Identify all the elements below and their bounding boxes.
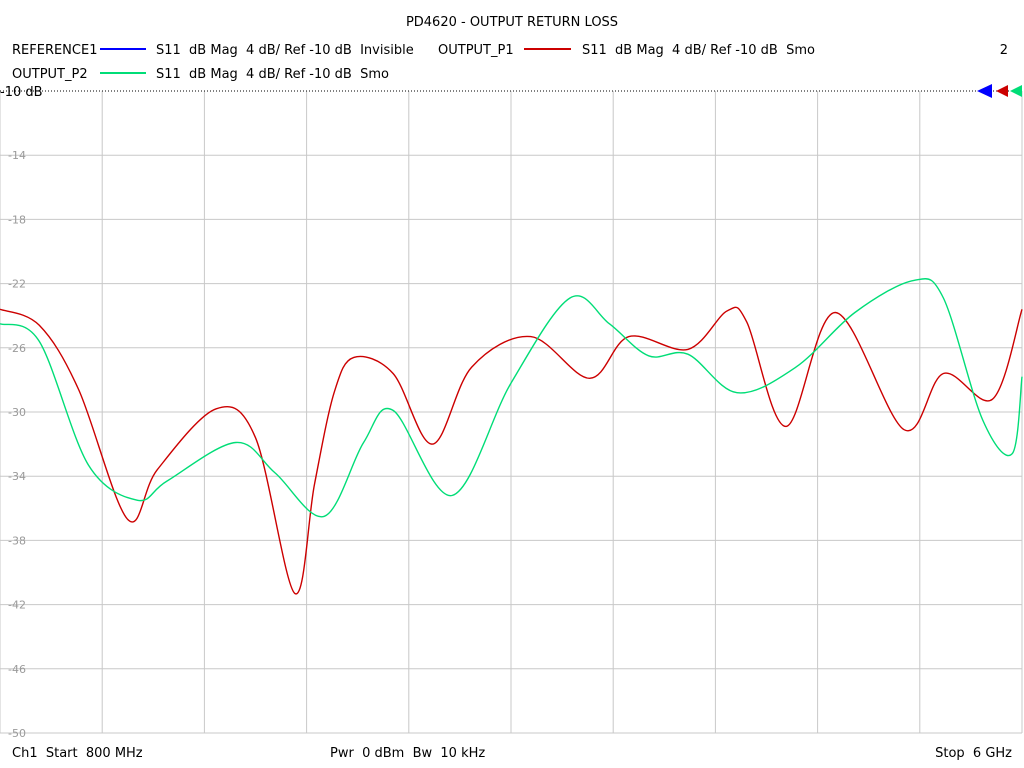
reference-level-label: -10 dB <box>0 85 43 100</box>
start-frequency-label: Ch1 Start 800 MHz <box>12 746 143 761</box>
traces <box>0 278 1023 595</box>
y-tick-label: -50 <box>8 727 26 740</box>
reference-marker-output-p2 <box>1010 85 1022 97</box>
legend-name-reference1: REFERENCE1 <box>12 43 97 58</box>
trace-output-p2 <box>0 278 1023 518</box>
trace-output-p1 <box>0 306 1023 595</box>
plot-grid <box>0 91 1023 734</box>
y-tick-label: -14 <box>8 149 26 162</box>
y-tick-label: -18 <box>8 213 26 226</box>
legend-desc-output-p2: S11 dB Mag 4 dB/ Ref -10 dB Smo <box>156 67 389 82</box>
y-tick-label: -46 <box>8 663 26 676</box>
window-number: 2 <box>1000 43 1008 58</box>
stop-frequency-label: Stop 6 GHz <box>935 746 1012 761</box>
y-tick-label: -38 <box>8 534 26 547</box>
chart-title: PD4620 - OUTPUT RETURN LOSS <box>406 15 618 30</box>
y-tick-label: -34 <box>8 470 26 483</box>
reference-marker-reference1 <box>977 84 992 98</box>
legend-name-output-p1: OUTPUT_P1 <box>438 43 514 58</box>
legend-desc-output-p1: S11 dB Mag 4 dB/ Ref -10 dB Smo <box>582 43 815 58</box>
y-tick-label: -30 <box>8 406 26 419</box>
y-tick-label: -22 <box>8 278 26 291</box>
power-bandwidth-label: Pwr 0 dBm Bw 10 kHz <box>330 746 485 761</box>
reference-marker-output-p1 <box>996 85 1008 97</box>
y-tick-label: -26 <box>8 342 26 355</box>
y-tick-label: -42 <box>8 599 26 612</box>
y-tick-labels: -14 -18 -22 -26 -30 -34 -38 -42 -46 -50 <box>8 149 26 740</box>
legend-name-output-p2: OUTPUT_P2 <box>12 67 88 82</box>
legend-desc-reference1: S11 dB Mag 4 dB/ Ref -10 dB Invisible <box>156 43 414 58</box>
